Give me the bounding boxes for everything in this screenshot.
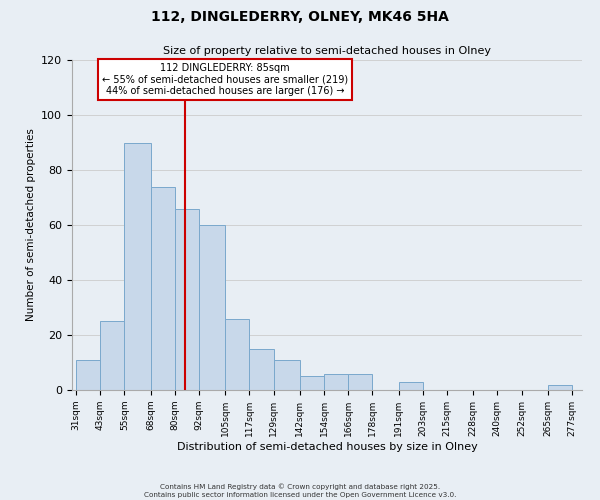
X-axis label: Distribution of semi-detached houses by size in Olney: Distribution of semi-detached houses by …: [176, 442, 478, 452]
Bar: [124, 142, 151, 390]
Bar: [324, 374, 348, 390]
Bar: [548, 384, 572, 390]
Bar: [199, 225, 225, 390]
Text: Contains HM Land Registry data © Crown copyright and database right 2025.
Contai: Contains HM Land Registry data © Crown c…: [144, 484, 456, 498]
Title: Size of property relative to semi-detached houses in Olney: Size of property relative to semi-detach…: [163, 46, 491, 56]
Bar: [100, 322, 124, 390]
Bar: [274, 360, 300, 390]
Bar: [398, 382, 423, 390]
Bar: [250, 349, 274, 390]
Bar: [225, 318, 250, 390]
Bar: [348, 374, 373, 390]
Bar: [151, 186, 175, 390]
Bar: [175, 208, 199, 390]
Bar: [300, 376, 324, 390]
Text: 112, DINGLEDERRY, OLNEY, MK46 5HA: 112, DINGLEDERRY, OLNEY, MK46 5HA: [151, 10, 449, 24]
Text: 112 DINGLEDERRY: 85sqm
← 55% of semi-detached houses are smaller (219)
44% of se: 112 DINGLEDERRY: 85sqm ← 55% of semi-det…: [102, 64, 348, 96]
Bar: [76, 360, 100, 390]
Y-axis label: Number of semi-detached properties: Number of semi-detached properties: [26, 128, 35, 322]
